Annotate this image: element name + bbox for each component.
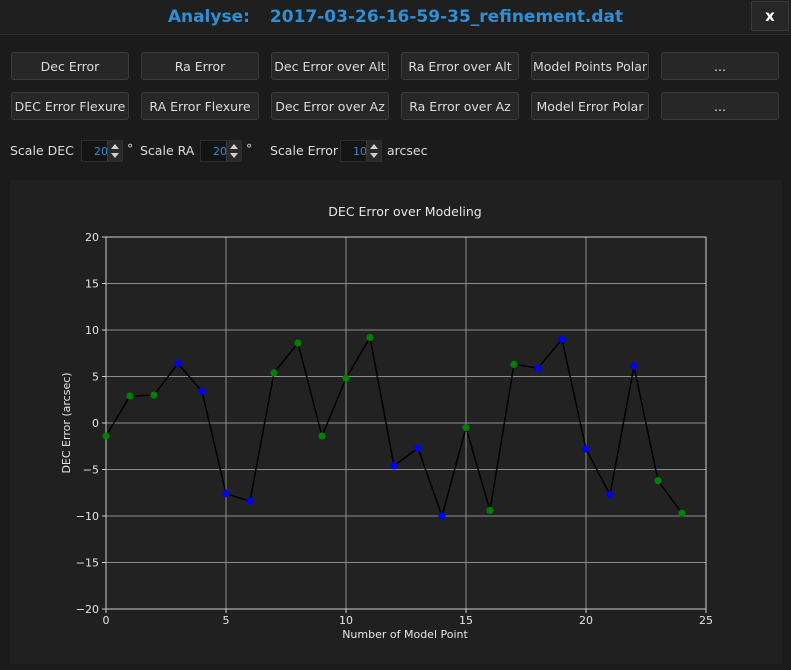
dec-error-over-alt-button[interactable]: Dec Error over Alt — [271, 52, 389, 80]
data-point — [678, 509, 686, 517]
data-point — [606, 491, 614, 499]
scale-ra-spinbox[interactable]: 20 — [200, 140, 242, 162]
x-tick-label: 10 — [339, 614, 353, 627]
dec-error-button[interactable]: Dec Error — [11, 52, 129, 80]
data-point — [654, 477, 662, 485]
data-point — [270, 369, 278, 377]
scale-ra-stepper[interactable] — [226, 141, 241, 161]
data-point — [318, 432, 326, 440]
ra-error-flexure-button[interactable]: RA Error Flexure — [141, 92, 259, 120]
scale-dec-value: 20 — [94, 145, 108, 158]
scale-ra-value: 20 — [213, 145, 227, 158]
spin-down-icon[interactable] — [230, 153, 238, 158]
title-bar: Analyse: 2017-03-26-16-59-35_refinement.… — [0, 0, 791, 35]
x-tick-label: 20 — [579, 614, 593, 627]
data-point — [558, 335, 566, 343]
model-points-polar-button[interactable]: Model Points Polar — [531, 52, 649, 80]
x-tick-label: 5 — [223, 614, 230, 627]
model-error-polar-button[interactable]: Model Error Polar — [531, 92, 649, 120]
scale-error-value: 10 — [353, 145, 367, 158]
data-point — [126, 392, 134, 400]
ra-error-over-az-button[interactable]: Ra Error over Az — [401, 92, 519, 120]
data-point — [630, 362, 638, 370]
scale-dec-unit: ° — [127, 141, 134, 156]
dec-error-flexure-button[interactable]: DEC Error Flexure — [11, 92, 129, 120]
data-point — [366, 333, 374, 342]
x-axis-label: Number of Model Point — [342, 628, 468, 641]
data-point — [198, 387, 206, 395]
data-point — [414, 444, 422, 452]
y-tick-label: 0 — [92, 417, 99, 430]
scale-ra-label: Scale RA — [140, 143, 195, 158]
data-point — [174, 359, 182, 368]
ra-error-over-alt-button[interactable]: Ra Error over Alt — [401, 52, 519, 80]
scale-dec-label: Scale DEC — [10, 143, 74, 158]
dec-error-chart: DEC Error over Modeling Number of Model … — [60, 204, 713, 641]
data-point — [486, 506, 494, 515]
dec-error-over-az-button[interactable]: Dec Error over Az — [271, 92, 389, 120]
scale-error-spinbox[interactable]: 10 — [340, 140, 382, 162]
scale-dec-spinbox[interactable]: 20 — [81, 140, 123, 162]
data-point — [294, 339, 302, 347]
spin-up-icon[interactable] — [230, 144, 238, 149]
x-tick-label: 25 — [699, 614, 713, 627]
x-tick-label: 15 — [459, 614, 473, 627]
data-point — [102, 432, 110, 440]
x-tick-label: 0 — [103, 614, 110, 627]
more-button-1[interactable]: ... — [661, 52, 779, 80]
scale-error-unit: arcsec — [387, 143, 428, 158]
scale-controls: Scale DEC 20 ° Scale RA 20 ° Scale Error… — [10, 140, 710, 162]
data-point — [510, 360, 518, 369]
data-point — [462, 424, 470, 432]
title-prefix: Analyse: — [167, 7, 250, 27]
y-tick-label: 20 — [85, 231, 99, 244]
data-point — [390, 462, 398, 470]
spin-down-icon[interactable] — [111, 153, 119, 158]
spin-down-icon[interactable] — [370, 153, 378, 158]
data-point — [150, 391, 158, 399]
plot-panel: DEC Error over Modeling Number of Model … — [10, 180, 782, 664]
spin-up-icon[interactable] — [370, 144, 378, 149]
scale-error-label: Scale Error — [270, 143, 339, 158]
spin-up-icon[interactable] — [111, 144, 119, 149]
scale-dec-stepper[interactable] — [107, 141, 122, 161]
y-tick-label: −10 — [76, 510, 99, 523]
close-button[interactable]: x — [751, 1, 789, 31]
scale-error-stepper[interactable] — [366, 141, 381, 161]
data-point — [534, 364, 542, 372]
chart-title: DEC Error over Modeling — [328, 204, 481, 219]
data-point — [438, 512, 446, 520]
data-point — [246, 497, 254, 505]
data-point — [342, 374, 350, 382]
y-tick-label: −15 — [76, 557, 99, 570]
y-tick-label: 15 — [85, 278, 99, 291]
scale-ra-unit: ° — [246, 141, 253, 156]
ra-error-button[interactable]: Ra Error — [141, 52, 259, 80]
plot-area: 0 5 10 15 20 25 −20 −15 −10 −5 0 5 10 15 20 — [76, 231, 713, 627]
y-tick-label: 5 — [92, 371, 99, 384]
window-title: Analyse: 2017-03-26-16-59-35_refinement.… — [0, 0, 791, 34]
data-point — [582, 445, 590, 453]
y-axis-label: DEC Error (arcsec) — [60, 372, 73, 473]
y-tick-label: −5 — [83, 464, 99, 477]
y-tick-label: −20 — [76, 603, 99, 616]
title-filename: 2017-03-26-16-59-35_refinement.dat — [269, 7, 624, 27]
data-point — [222, 490, 230, 498]
y-tick-label: 10 — [85, 324, 99, 337]
more-button-2[interactable]: ... — [661, 92, 779, 120]
